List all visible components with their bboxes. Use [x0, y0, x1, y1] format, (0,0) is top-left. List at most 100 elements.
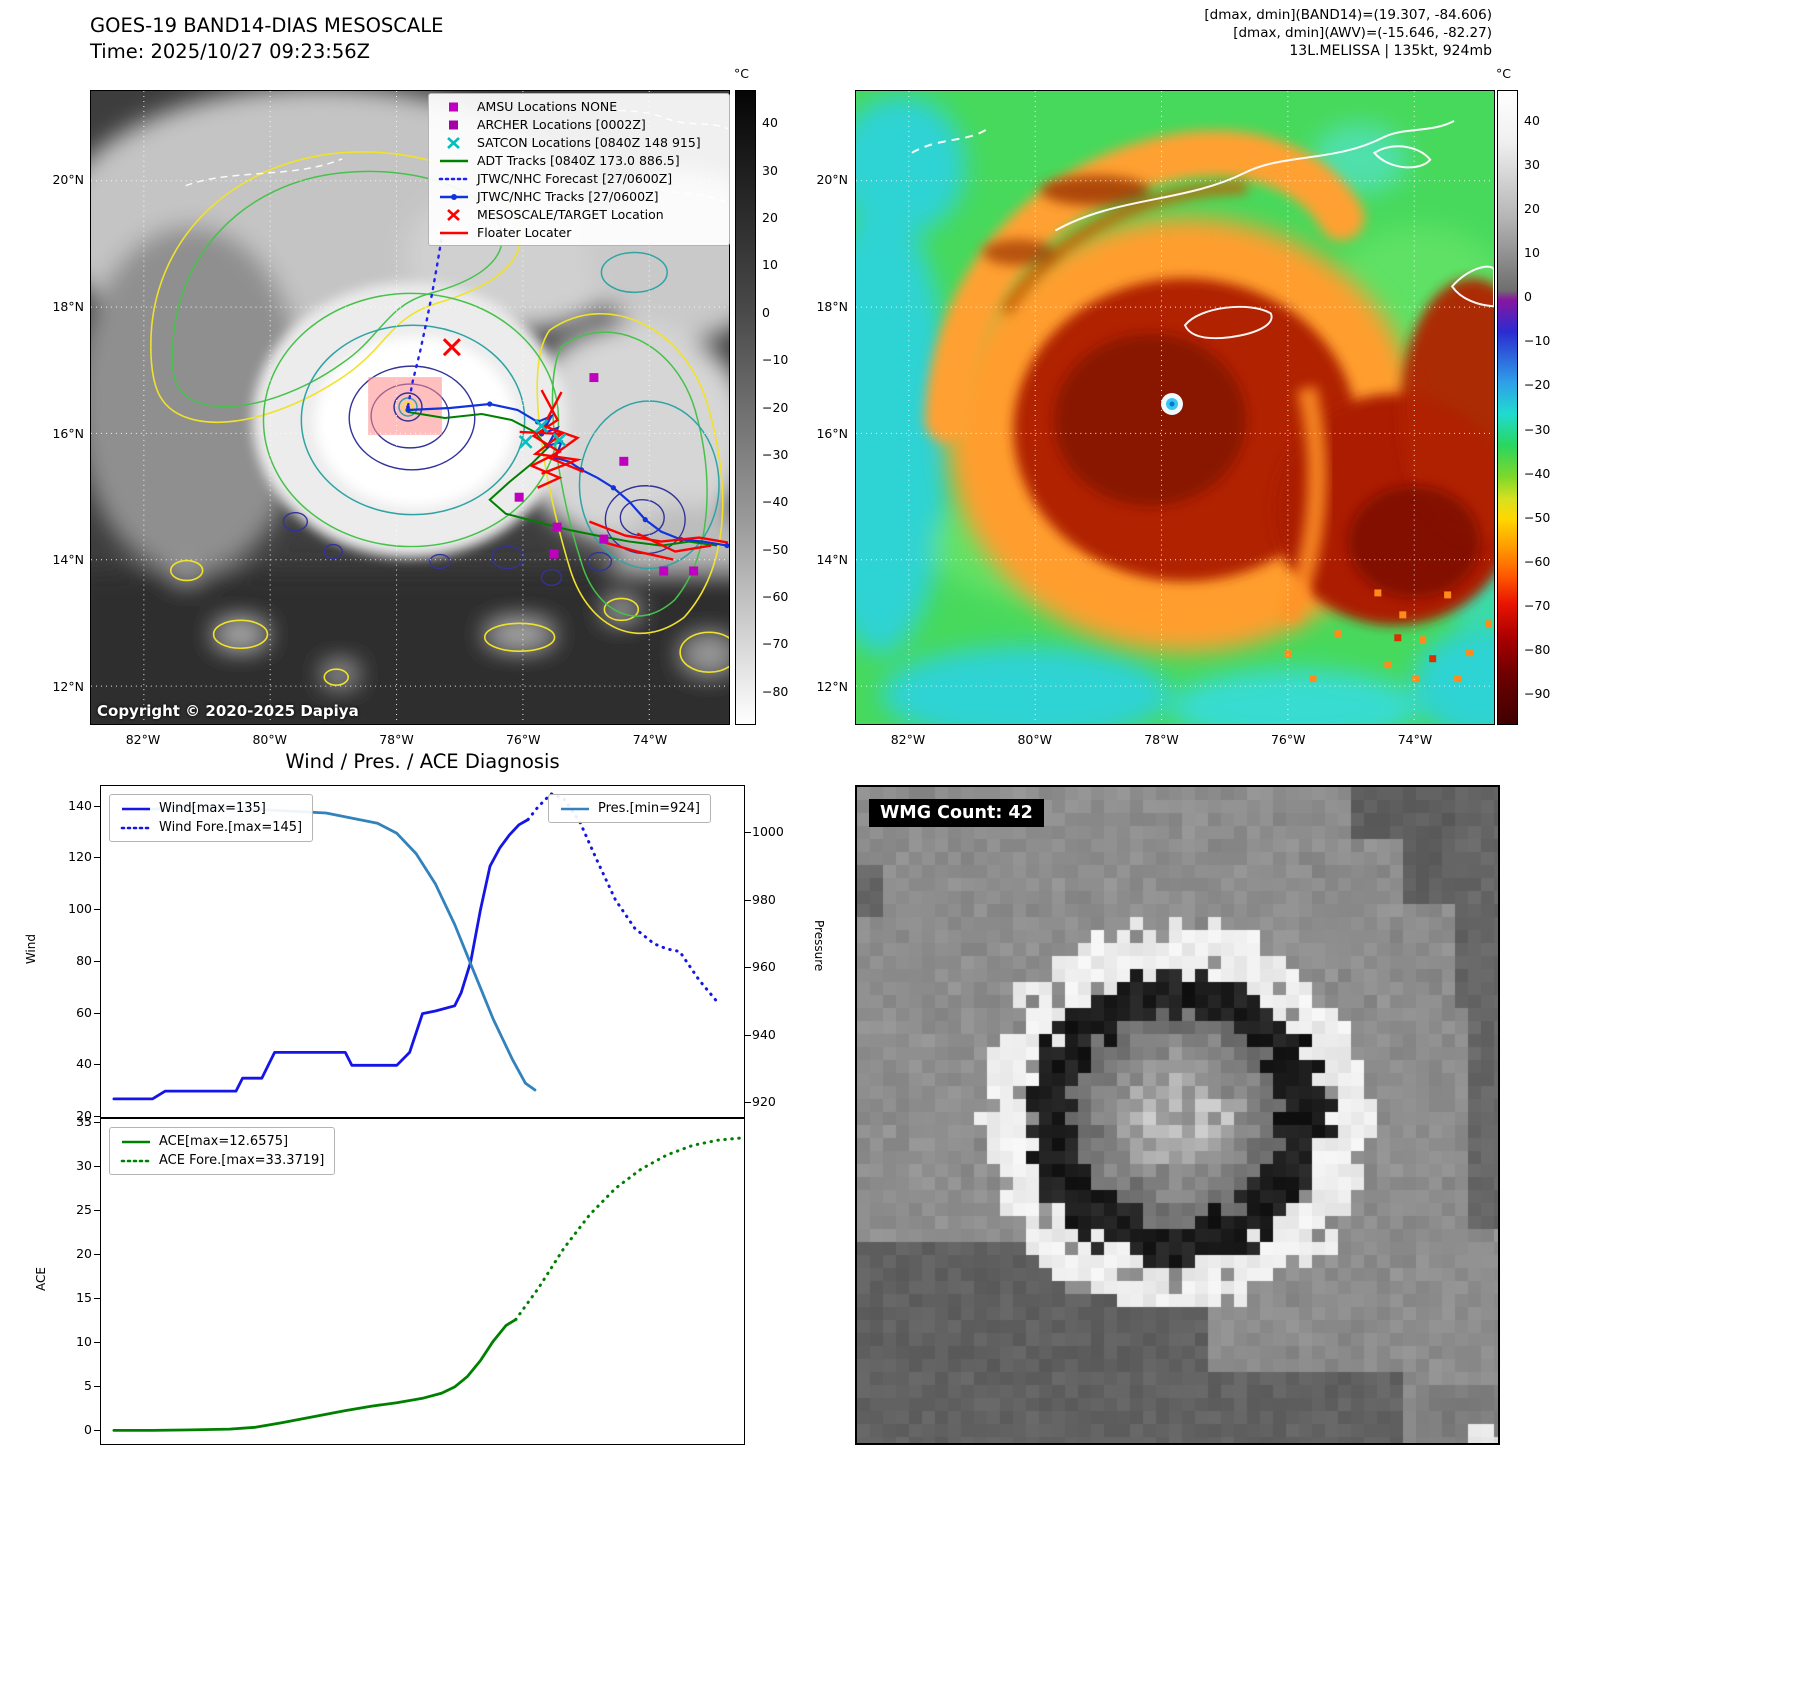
y-axis-tick: 35 [76, 1114, 92, 1130]
adt-track [407, 411, 718, 547]
y-axis-tick: 40 [76, 1056, 92, 1072]
lat-tick: 18°N [816, 298, 848, 314]
colorbar-tick: −70 [762, 636, 789, 652]
tick-mark [745, 832, 751, 834]
colorbar-tick: −50 [762, 541, 789, 557]
coastlines [911, 120, 1494, 340]
wind-axis-label: Wind [24, 934, 38, 965]
tick-mark [94, 805, 100, 807]
lon-tick: 80°W [1017, 732, 1052, 747]
legend-row: AMSU Locations NONE [438, 99, 720, 114]
tick-mark [745, 967, 751, 969]
square-swatch-icon [449, 120, 458, 129]
panel-tl-title: GOES-19 BAND14-DIAS MESOSCALE [90, 14, 444, 37]
lat-tick: 14°N [816, 552, 848, 568]
colorbar-tick: −10 [1524, 333, 1551, 349]
dotted-swatch-icon [438, 177, 470, 180]
series-observed-line [112, 1318, 518, 1432]
tick-mark [94, 909, 100, 911]
lon-tick: 80°W [252, 732, 287, 747]
legend-row: Wind Fore.[max=145] [120, 820, 302, 835]
lon-tick: 76°W [505, 732, 541, 747]
lon-tick: 76°W [1270, 732, 1306, 747]
x-swatch-icon [447, 208, 460, 221]
colorbar-tick: −60 [762, 589, 789, 605]
y-axis-tick-right: 940 [752, 1026, 776, 1042]
y-axis-tick: 60 [76, 1004, 92, 1020]
storm-id-intensity: 13L.MELISSA | 135kt, 924mb [1289, 43, 1492, 59]
lat-tick: 20°N [52, 172, 84, 187]
y-axis-tick: 25 [76, 1202, 92, 1218]
pressure-legend: Pres.[min=924] [548, 794, 711, 823]
lon-tick: 78°W [1144, 732, 1179, 747]
map-legend: AMSU Locations NONE ARCHER Locations [000… [428, 93, 730, 246]
y-axis-tick: 140 [68, 797, 92, 813]
line-swatch-icon [440, 159, 468, 162]
lat-tick: 14°N [52, 552, 84, 568]
colorbar-tick: −30 [1524, 421, 1551, 437]
y-axis-tick: 100 [68, 901, 92, 917]
legend-row: ADT Tracks [0840Z 173.0 886.5] [438, 153, 720, 168]
y-axis-tick: 80 [76, 952, 92, 968]
diagnosis-title: Wind / Pres. / ACE Diagnosis [285, 750, 560, 773]
tick-mark [745, 1102, 751, 1104]
colorbar-tick: 40 [762, 115, 778, 131]
legend-label: ACE Fore.[max=33.3719] [159, 1153, 325, 1168]
legend-row: ACE Fore.[max=33.3719] [120, 1153, 324, 1168]
legend-row: Wind[max=135] [120, 801, 302, 816]
series-forecast-line [526, 792, 720, 1005]
legend-row: JTWC/NHC Forecast [27/0600Z] [438, 171, 720, 186]
tick-mark [94, 1429, 100, 1431]
panel-tl-time: Time: 2025/10/27 09:23:56Z [90, 40, 371, 63]
band14-colorbar [735, 90, 756, 725]
y-axis-tick: 15 [76, 1290, 92, 1306]
legend-row: ARCHER Locations [0002Z] [438, 117, 720, 132]
y-axis-tick: 20 [76, 1108, 92, 1123]
mesoscale-target-box [368, 377, 442, 435]
legend-label: Wind[max=135] [159, 801, 266, 816]
mesoscale-target-x [442, 338, 461, 357]
colorbar-tick: 20 [1524, 201, 1540, 217]
graticule [856, 91, 1494, 724]
y-axis-tick: 5 [84, 1377, 92, 1393]
line-swatch-icon [440, 231, 468, 234]
colorbar-unit-label: °C [1496, 66, 1511, 81]
colorbar-tick: 0 [1524, 289, 1532, 305]
tick-mark [94, 1064, 100, 1066]
colorbar-tick: −10 [762, 352, 789, 368]
legend-label: JTWC/NHC Forecast [27/0600Z] [477, 171, 673, 186]
legend-label: MESOSCALE/TARGET Location [477, 207, 664, 222]
y-axis-tick: 20 [76, 1246, 92, 1262]
jtwc-forecast-track [406, 227, 445, 408]
colorbar-tick: 30 [1524, 156, 1540, 172]
legend-label: ADT Tracks [0840Z 173.0 886.5] [477, 153, 680, 168]
line-swatch-icon [122, 1140, 150, 1143]
colorbar-tick: 40 [1524, 112, 1540, 128]
dotted-swatch-icon [120, 1159, 152, 1162]
tick-mark [94, 1166, 100, 1168]
colorbar-tick: −80 [762, 683, 789, 699]
lon-tick: 78°W [379, 732, 414, 747]
wmg-panel: WMG Count: 42 [855, 785, 1500, 1445]
hurricane-ir-core [924, 130, 1494, 653]
colorbar-tick: −20 [762, 399, 789, 415]
square-swatch-icon [449, 102, 458, 111]
colorbar-unit-label: °C [734, 66, 749, 81]
colorbar-tick: 0 [762, 304, 770, 320]
lat-tick: 12°N [816, 679, 848, 694]
dotted-swatch-icon [120, 826, 152, 829]
lon-tick: 82°W [890, 732, 926, 747]
colorbar-tick: −40 [762, 494, 789, 510]
legend-row: ACE[max=12.6575] [120, 1134, 324, 1149]
dmax-dmin-band14: [dmax, dmin](BAND14)=(19.307, -84.606) [1204, 7, 1492, 23]
tick-mark [745, 899, 751, 901]
line-swatch-icon [122, 807, 150, 810]
y-axis-tick-right: 980 [752, 891, 776, 907]
y-axis-tick-right: 1000 [752, 824, 784, 840]
lon-tick: 74°W [632, 732, 668, 747]
y-axis-tick: 10 [76, 1333, 92, 1349]
series-forecast-line [514, 1136, 744, 1322]
lon-tick: 74°W [1397, 732, 1433, 747]
tick-mark [94, 1298, 100, 1300]
